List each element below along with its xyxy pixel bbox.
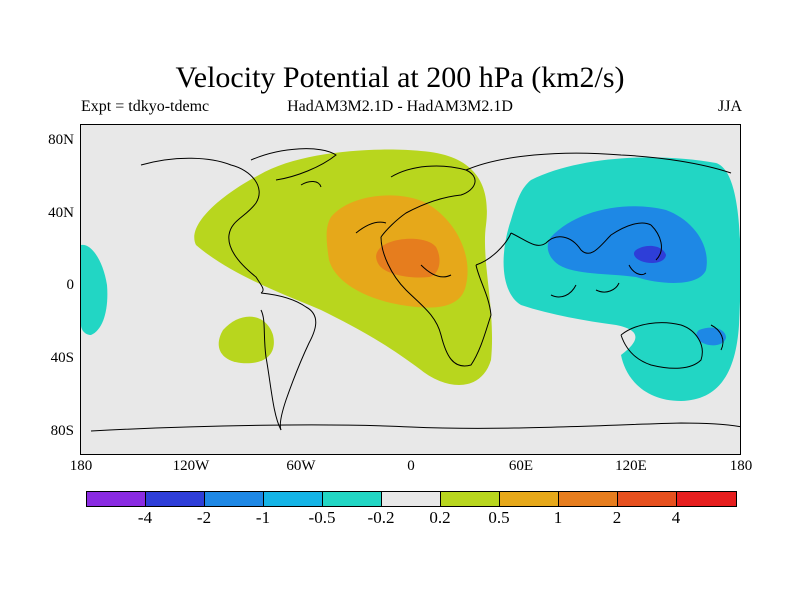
- colorbar-label: -4: [137, 508, 153, 527]
- colorbar-swatch: [323, 492, 382, 506]
- colorbar-swatch: [146, 492, 205, 506]
- colorbar-swatch: [87, 492, 146, 506]
- colorbar-swatch: [559, 492, 618, 506]
- colorbar-label: -2: [196, 508, 212, 527]
- lat-label: 40S: [50, 350, 74, 366]
- lat-label: 80N: [48, 132, 74, 148]
- lon-label: 180: [729, 458, 753, 474]
- colorbar-label: 4: [671, 508, 681, 527]
- negative-anomaly-region: [503, 157, 740, 401]
- lon-label: 60W: [286, 458, 316, 474]
- model-label: HadAM3M2.1D - HadAM3M2.1D: [287, 98, 513, 115]
- lon-label: 0: [407, 458, 415, 474]
- colorbar-swatch: [677, 492, 736, 506]
- colorbar-label: -1: [255, 508, 271, 527]
- lat-label: 40N: [48, 205, 74, 221]
- lon-label: 180: [69, 458, 93, 474]
- colorbar-swatch: [205, 492, 264, 506]
- colorbar-label: 2: [612, 508, 622, 527]
- positive-anomaly-region-south-pacific: [218, 316, 274, 364]
- moderate-negative-anomaly-region-2: [696, 327, 726, 346]
- lat-label: 0: [66, 277, 75, 293]
- map-panel: [80, 124, 741, 455]
- negative-anomaly-region-east-pacific: [81, 244, 108, 335]
- season-label: JJA: [717, 98, 742, 115]
- colorbar-swatch: [382, 492, 441, 506]
- colorbar-swatch: [441, 492, 500, 506]
- map-canvas: [81, 148, 740, 432]
- chart-title: Velocity Potential at 200 hPa (km2/s): [175, 61, 625, 94]
- moderate-negative-anomaly-region: [547, 206, 707, 283]
- colorbar-label: -0.5: [308, 508, 336, 527]
- colorbar-label: -0.2: [367, 508, 395, 527]
- colorbar-label: 0.5: [488, 508, 510, 527]
- colorbar-swatch: [264, 492, 323, 506]
- lat-label: 80S: [50, 423, 74, 439]
- colorbar-label: 0.2: [429, 508, 451, 527]
- colorbar-label: 1: [553, 508, 563, 527]
- lon-label: 120E: [615, 458, 647, 474]
- colorbar-swatch: [500, 492, 559, 506]
- coastlines: [90, 148, 740, 432]
- colorbar-swatch: [618, 492, 677, 506]
- lon-label: 60E: [508, 458, 534, 474]
- colorbar: [86, 491, 737, 507]
- lon-label: 120W: [172, 458, 210, 474]
- strong-negative-anomaly-region: [633, 245, 666, 263]
- experiment-label: Expt = tdkyo-tdemc: [81, 98, 210, 115]
